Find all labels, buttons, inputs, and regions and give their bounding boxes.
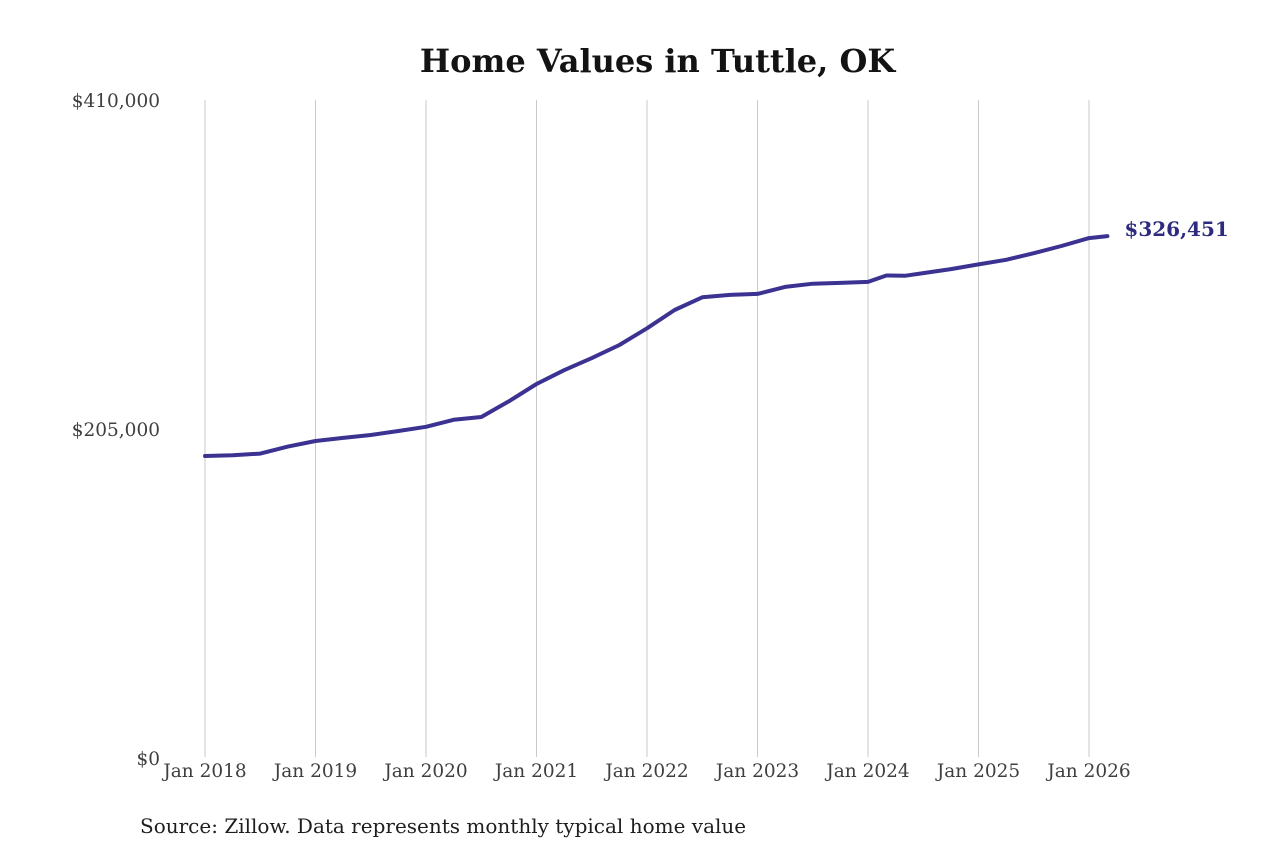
x-tick-label: Jan 2025 [936, 761, 1021, 782]
latest-value-label: $326,451 [1124, 217, 1229, 242]
x-tick-label: Jan 2021 [494, 761, 579, 782]
x-tick-label: Jan 2023 [715, 761, 800, 782]
x-tick-label: Jan 2018 [163, 761, 247, 782]
source-note: Source: Zillow. Data represents monthly … [140, 814, 747, 838]
home-value-line [203, 234, 1110, 458]
x-tick-label: Jan 2026 [1047, 761, 1131, 782]
x-tick-label: Jan 2020 [384, 761, 468, 782]
y-tick-label: $205,000 [71, 420, 160, 442]
y-tick-label: $410,000 [71, 91, 160, 113]
chart-title: Home Values in Tuttle, OK [419, 42, 896, 80]
y-tick-label: $0 [136, 749, 160, 771]
x-tick-label: Jan 2024 [826, 761, 910, 782]
x-tick-label: Jan 2019 [273, 761, 358, 782]
x-tick-label: Jan 2022 [605, 761, 689, 782]
gridlines [204, 100, 1090, 757]
